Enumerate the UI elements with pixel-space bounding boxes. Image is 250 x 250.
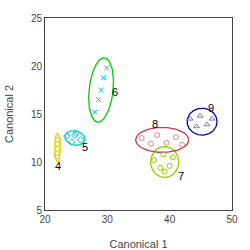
- svg-text:10: 10: [31, 157, 43, 168]
- svg-text:4: 4: [55, 160, 61, 172]
- svg-text:20: 20: [39, 214, 51, 225]
- svg-text:40: 40: [164, 214, 176, 225]
- svg-text:30: 30: [102, 214, 114, 225]
- svg-text:50: 50: [226, 214, 238, 225]
- svg-text:20: 20: [31, 61, 43, 72]
- svg-text:25: 25: [31, 13, 43, 24]
- svg-text:5: 5: [36, 205, 42, 216]
- svg-text:Canonical 1: Canonical 1: [109, 238, 167, 250]
- svg-text:8: 8: [152, 118, 158, 130]
- svg-text:15: 15: [31, 109, 43, 120]
- svg-text:7: 7: [178, 170, 184, 182]
- svg-text:Canonical 2: Canonical 2: [3, 85, 15, 143]
- svg-text:9: 9: [208, 102, 214, 114]
- svg-text:5: 5: [82, 141, 88, 153]
- svg-text:6: 6: [112, 86, 118, 98]
